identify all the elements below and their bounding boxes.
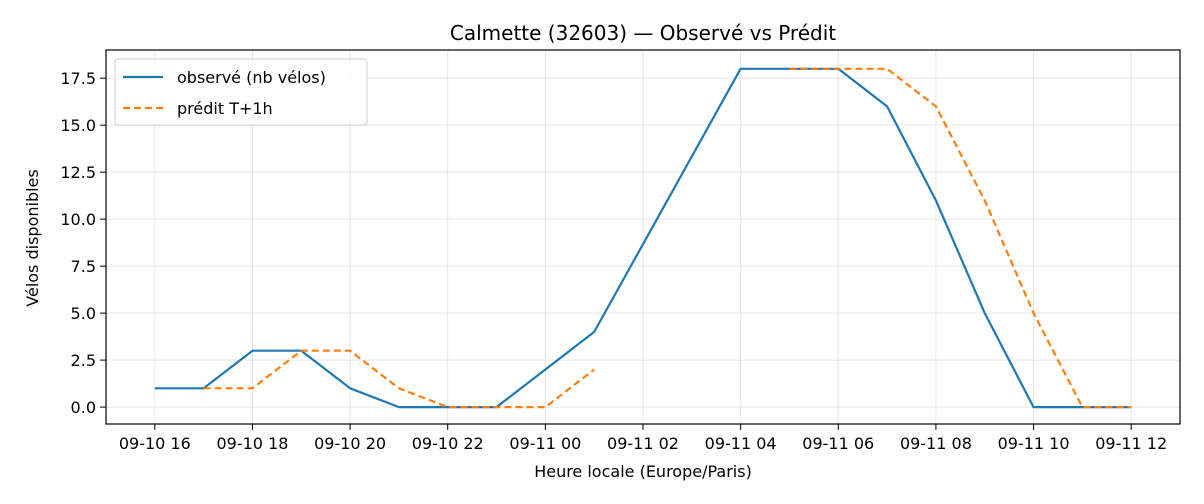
series-line-predit [203, 349, 595, 409]
y-tick-label: 17.5 [60, 69, 96, 88]
y-tick-label: 2.5 [71, 351, 96, 370]
x-tick-label: 09-11 08 [900, 434, 972, 453]
x-tick-label: 09-11 02 [607, 434, 679, 453]
x-tick-label: 09-10 22 [412, 434, 484, 453]
chart-title: Calmette (32603) — Observé vs Prédit [450, 21, 836, 45]
x-tick-label: 09-11 00 [509, 434, 581, 453]
x-axis: 09-10 16 09-10 18 09-10 20 09-10 22 09-11 00… [119, 424, 1167, 453]
x-tick-label: 09-10 16 [119, 434, 191, 453]
x-tick-label: 09-10 18 [216, 434, 288, 453]
x-tick-label: 09-10 20 [314, 434, 386, 453]
y-axis-label: Vélos disponibles [23, 169, 42, 306]
legend: observé (nb vélos) prédit T+1h [114, 58, 368, 126]
legend-box [114, 58, 368, 126]
y-tick-label: 0.0 [71, 398, 96, 417]
legend-label: observé (nb vélos) [177, 68, 326, 87]
x-axis-label: Heure locale (Europe/Paris) [534, 462, 752, 481]
series-line-predit [789, 67, 1132, 409]
y-tick-label: 15.0 [60, 116, 96, 135]
x-tick-label: 09-11 10 [998, 434, 1070, 453]
y-tick-label: 10.0 [60, 210, 96, 229]
x-tick-label: 09-11 12 [1095, 434, 1167, 453]
y-axis: 0.0 2.5 5.0 7.5 10.0 12.5 15.0 17.5 [60, 69, 106, 417]
y-tick-label: 12.5 [60, 163, 96, 182]
x-tick-label: 09-11 06 [802, 434, 874, 453]
y-tick-label: 7.5 [71, 257, 96, 276]
y-tick-label: 5.0 [71, 304, 96, 323]
series-layer [154, 67, 1132, 409]
x-tick-label: 09-11 04 [705, 434, 777, 453]
legend-label: prédit T+1h [177, 99, 273, 118]
